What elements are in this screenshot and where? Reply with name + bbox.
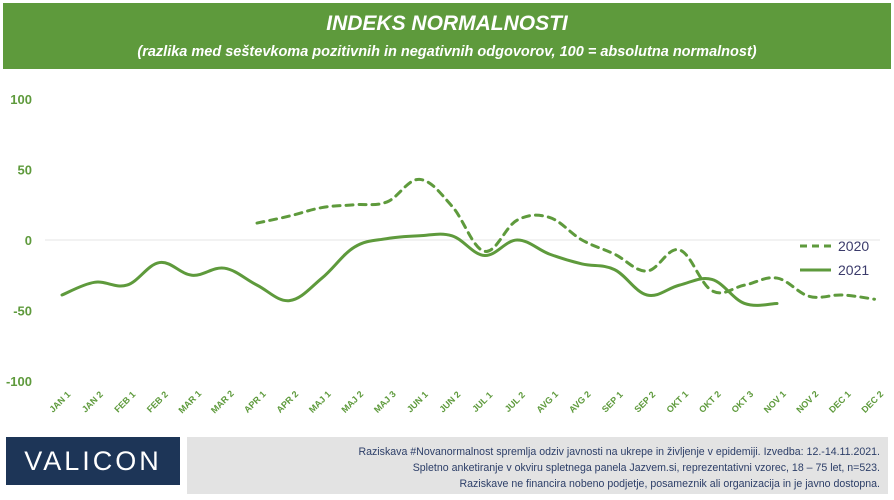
x-tick-label: SEP 1 — [600, 389, 625, 414]
series-line-2021 — [60, 232, 779, 307]
x-tick-label: AVG 2 — [567, 389, 593, 415]
x-tick-label: JAN 2 — [80, 389, 105, 414]
x-tick-label: MAR 1 — [176, 388, 203, 415]
legend-label-2021: 2021 — [838, 262, 869, 278]
x-tick-label: NOV 2 — [794, 389, 820, 415]
chart-title: INDEKS NORMALNOSTI — [326, 12, 568, 35]
x-tick-label: APR 1 — [242, 389, 268, 415]
x-tick-label: FEB 1 — [112, 389, 137, 414]
x-tick-label: MAJ 2 — [339, 389, 365, 415]
legend-label-2020: 2020 — [838, 238, 869, 254]
y-tick-label: -100 — [6, 374, 32, 389]
x-tick-label: JUL 1 — [470, 390, 494, 414]
x-tick-label: JUL 2 — [503, 390, 527, 414]
footer-note-line: Raziskava #Novanormalnost spremlja odziv… — [358, 446, 880, 458]
x-tick-label: MAJ 1 — [307, 389, 333, 415]
series-line-2020 — [255, 177, 876, 301]
x-tick-label: MAR 2 — [209, 388, 236, 415]
x-tick-label: NOV 1 — [762, 389, 788, 415]
x-tick-label: DEC 1 — [827, 389, 853, 415]
chart-subtitle: (razlika med seštevkoma pozitivnih in ne… — [137, 44, 757, 60]
x-tick-label: OKT 1 — [664, 389, 690, 415]
x-tick-label: AVG 1 — [535, 389, 561, 415]
x-tick-label: OKT 3 — [729, 389, 755, 415]
x-tick-label: SEP 2 — [632, 389, 657, 414]
x-tick-label: OKT 2 — [697, 389, 723, 415]
footer-note-line: Spletno anketiranje v okviru spletnega p… — [412, 462, 880, 474]
x-tick-label: JUN 1 — [405, 389, 430, 414]
footer-note: Raziskava #Novanormalnost spremlja odziv… — [187, 437, 888, 494]
valicon-logo: VALICON — [6, 437, 180, 485]
x-tick-label: DEC 2 — [859, 389, 885, 415]
y-tick-label: -50 — [13, 304, 32, 319]
y-tick-label: 50 — [18, 163, 32, 178]
footer-note-line: Raziskave ne financira nobeno podjetje, … — [459, 478, 880, 490]
chart-header: INDEKS NORMALNOSTI (razlika med seštevko… — [3, 3, 891, 69]
x-tick-label: MAJ 3 — [372, 389, 398, 415]
x-tick-label: APR 2 — [274, 389, 300, 415]
x-tick-label: JAN 1 — [47, 389, 72, 414]
x-tick-label: FEB 2 — [145, 389, 170, 414]
x-tick-label: JUN 2 — [437, 389, 462, 414]
y-tick-label: 100 — [10, 92, 32, 107]
y-tick-label: 0 — [25, 233, 32, 248]
